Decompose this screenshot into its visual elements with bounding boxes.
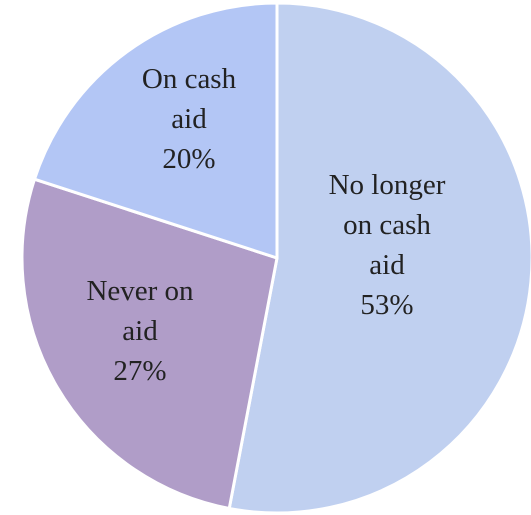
pie-slice-on-cash-aid bbox=[32, 1, 279, 260]
slice-label-never-on-aid: Never on aid 27% bbox=[86, 275, 194, 387]
slice-label-line: aid bbox=[122, 315, 158, 347]
slice-label-line: Never on bbox=[86, 275, 194, 307]
slice-label-line: on cash bbox=[343, 209, 431, 241]
slice-label-line: aid bbox=[369, 249, 405, 281]
slice-label-line: On cash bbox=[142, 63, 237, 95]
slice-label-line: aid bbox=[171, 103, 207, 135]
pie-slice-never-on-aid bbox=[20, 177, 279, 510]
slice-label-on-cash-aid: On cash aid 20% bbox=[142, 63, 237, 175]
slice-label-line: 20% bbox=[162, 143, 215, 175]
slice-label-line: 53% bbox=[360, 289, 413, 321]
pie-labels: No longer on cash aid 53% Never on aid 27% On c… bbox=[86, 63, 445, 387]
slice-label-line: 27% bbox=[113, 355, 166, 387]
pie-slices bbox=[20, 1, 531, 515]
slice-label-no-longer-on-cash-aid: No longer on cash aid 53% bbox=[329, 169, 446, 321]
slice-label-line: No longer bbox=[329, 169, 446, 201]
